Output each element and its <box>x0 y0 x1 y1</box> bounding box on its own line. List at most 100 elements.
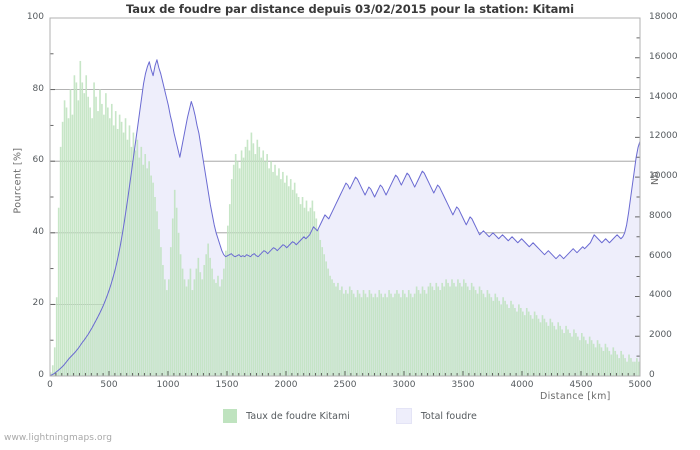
x-axis-tick-1500: 1500 <box>215 380 239 390</box>
bar <box>55 297 58 376</box>
legend-swatch-total-foudre <box>395 408 412 424</box>
bar <box>319 239 322 376</box>
bar <box>287 186 290 376</box>
y-axis-left-tick-40: 40 <box>32 226 44 237</box>
bar <box>563 333 565 376</box>
bar <box>466 286 469 376</box>
bar <box>177 232 180 376</box>
bar <box>103 114 105 376</box>
bar <box>634 361 636 376</box>
bar <box>248 150 251 376</box>
bar <box>81 82 84 376</box>
bar <box>301 197 304 376</box>
bar <box>553 325 556 376</box>
y-axis-left-tick-100: 100 <box>26 12 44 22</box>
bar <box>65 107 68 376</box>
bar <box>618 358 620 376</box>
bar <box>227 225 229 376</box>
bar <box>185 286 188 376</box>
bar <box>496 297 499 376</box>
bar <box>612 347 615 376</box>
bar <box>520 307 522 376</box>
x-axis-tick-3000: 3000 <box>392 380 416 390</box>
bar <box>559 325 561 376</box>
bar <box>614 350 617 376</box>
bar <box>451 279 453 376</box>
bar <box>480 290 483 376</box>
bar <box>358 293 361 376</box>
bar <box>602 350 605 376</box>
bar <box>83 93 86 376</box>
bar <box>75 82 78 376</box>
legend-item-taux-foudre[interactable]: Taux de foudre Kitami <box>223 409 350 423</box>
bar <box>429 282 432 376</box>
bar <box>341 286 343 376</box>
bar <box>278 168 280 376</box>
bar <box>156 211 158 376</box>
bar <box>77 100 80 376</box>
bar <box>160 247 162 376</box>
bar <box>89 107 91 376</box>
bar <box>297 197 300 376</box>
bar <box>508 307 510 376</box>
x-axis-tick-2000: 2000 <box>274 380 298 390</box>
bar <box>309 207 312 376</box>
bar <box>223 268 225 376</box>
bar <box>409 293 412 376</box>
bar <box>582 336 585 376</box>
bar <box>376 297 379 376</box>
x-axis-tick-4000: 4000 <box>510 380 534 390</box>
bar <box>150 175 152 376</box>
legend-item-total-foudre[interactable]: Total foudre <box>395 408 477 424</box>
bar <box>173 189 176 376</box>
bar <box>122 132 125 376</box>
bar <box>386 297 388 376</box>
bar <box>345 290 347 376</box>
bar <box>146 168 148 376</box>
bar <box>551 322 554 376</box>
bar <box>187 279 190 376</box>
bar <box>441 282 443 376</box>
bar <box>264 161 266 376</box>
bar <box>87 96 89 376</box>
bar <box>164 279 166 376</box>
bar <box>246 139 249 376</box>
bar <box>596 340 599 376</box>
bar <box>396 290 398 376</box>
bar <box>457 279 459 376</box>
bar <box>286 175 288 376</box>
bar <box>439 290 442 376</box>
bar <box>624 358 626 376</box>
bar <box>53 347 56 376</box>
bar <box>484 297 487 376</box>
bar <box>547 325 550 376</box>
bar <box>494 293 497 376</box>
bar <box>488 293 491 376</box>
bar <box>307 211 310 376</box>
bar <box>193 279 196 376</box>
bar <box>577 336 579 376</box>
bar <box>162 265 164 376</box>
bar <box>352 293 355 376</box>
y-axis-right-tick-6000: 6000 <box>649 250 672 261</box>
bar <box>99 89 101 376</box>
bar <box>107 107 109 376</box>
bar <box>232 164 235 376</box>
bar <box>169 247 172 376</box>
bar <box>268 168 270 376</box>
bar <box>331 279 333 376</box>
plot-frame <box>49 17 641 377</box>
bar <box>545 322 548 376</box>
x-axis-tick-2500: 2500 <box>333 380 357 390</box>
bar <box>382 297 384 376</box>
bar <box>238 168 241 376</box>
bar <box>311 200 314 376</box>
bar <box>118 114 121 376</box>
bar <box>51 365 54 376</box>
bar <box>95 96 97 376</box>
bar <box>79 60 82 376</box>
y-axis-right-tick-8000: 8000 <box>649 210 672 221</box>
bar <box>502 297 504 376</box>
bar <box>282 171 284 376</box>
y-axis-right-tick-16000: 16000 <box>649 51 678 62</box>
